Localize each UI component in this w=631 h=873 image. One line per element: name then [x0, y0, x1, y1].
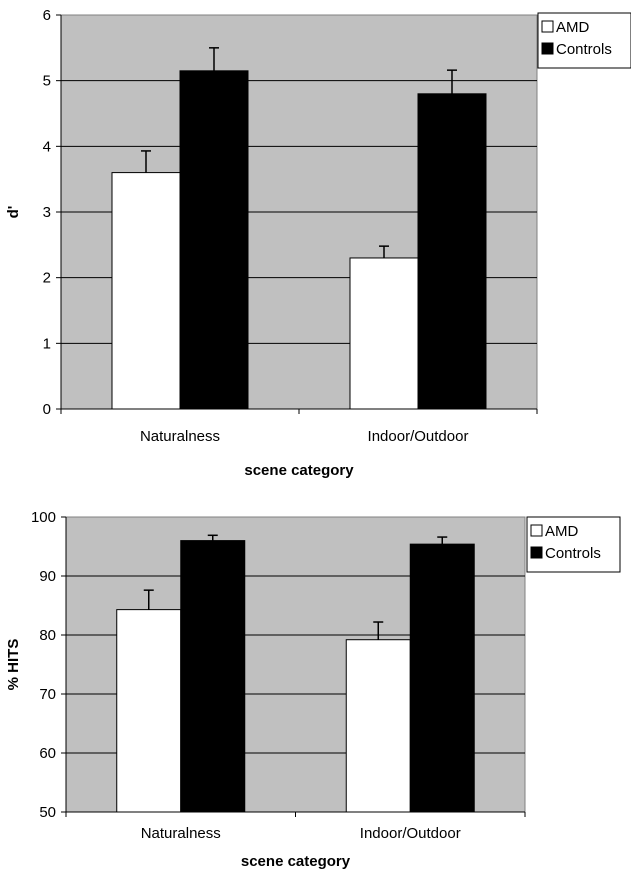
y-tick-label: 2 — [43, 270, 51, 287]
y-tick-label: 3 — [43, 204, 51, 221]
legend-swatch-amd — [530, 524, 543, 537]
bar-controls-2 — [409, 543, 475, 813]
y-axis-title: % HITS — [5, 639, 22, 691]
y-tick-label: 0 — [43, 401, 51, 418]
bar-controls-1 — [180, 540, 246, 813]
legend-label-amd: AMD — [556, 19, 590, 36]
bar-controls-1 — [179, 70, 249, 410]
y-tick-label: 1 — [43, 335, 51, 352]
bar-amd-1 — [111, 172, 181, 410]
chart-1: 0 1 2 3 4 5 6 Naturalness Indoor/Outdoor scene ca… — [5, 7, 631, 479]
y-tick-label: 50 — [39, 804, 56, 821]
legend-swatch-controls — [541, 42, 554, 55]
legend: AMD Controls — [537, 12, 631, 69]
y-tick-label: 80 — [39, 627, 56, 644]
y-tick-label: 60 — [39, 745, 56, 762]
y-tick-label: 4 — [43, 138, 51, 155]
legend: AMD Controls — [526, 516, 621, 573]
chart-2: 50 60 70 80 90 100 Naturalness Indoor/Outdoor sc… — [5, 509, 621, 870]
y-tick-label: 100 — [31, 509, 56, 526]
x-category-label: Naturalness — [140, 428, 220, 445]
x-axis-title: scene category — [244, 462, 354, 479]
bar-amd-2 — [345, 639, 411, 813]
y-tick-label: 6 — [43, 7, 51, 24]
bar-amd-2 — [349, 257, 419, 410]
legend-label-controls: Controls — [545, 545, 601, 562]
legend-swatch-amd — [541, 20, 554, 33]
x-axis-title: scene category — [241, 853, 351, 870]
x-category-label: Naturalness — [141, 825, 221, 842]
bar-amd-1 — [116, 609, 182, 813]
legend-label-controls: Controls — [556, 41, 612, 58]
y-tick-label: 5 — [43, 73, 51, 90]
y-tick-label: 70 — [39, 686, 56, 703]
legend-swatch-controls — [530, 546, 543, 559]
legend-label-amd: AMD — [545, 523, 579, 540]
y-tick-label: 90 — [39, 568, 56, 585]
x-category-label: Indoor/Outdoor — [360, 825, 461, 842]
x-category-label: Indoor/Outdoor — [368, 428, 469, 445]
y-axis-title: d' — [5, 206, 22, 219]
bar-controls-2 — [417, 93, 487, 410]
